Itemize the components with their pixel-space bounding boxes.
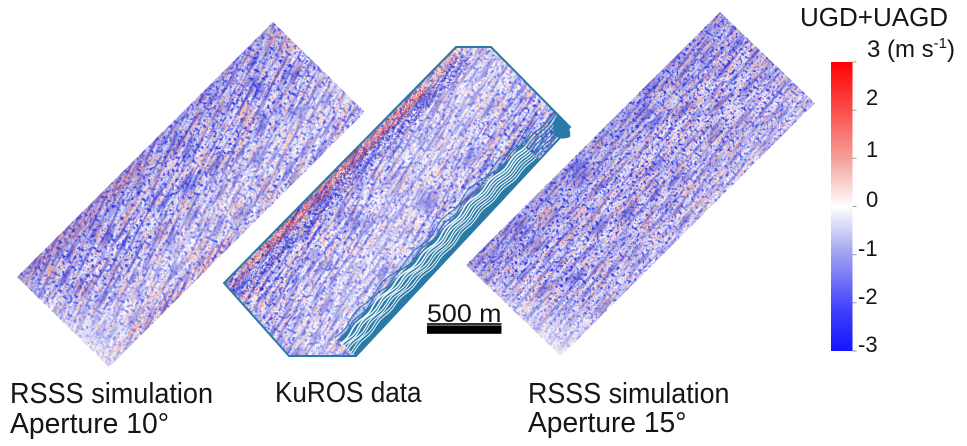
- svg-text:-1: -1: [858, 236, 878, 261]
- svg-text:RSSS simulation: RSSS simulation: [10, 378, 213, 410]
- svg-text:UGD+UAGD: UGD+UAGD: [800, 2, 948, 32]
- svg-text:Aperture 10°: Aperture 10°: [10, 408, 169, 440]
- svg-text:-2: -2: [858, 284, 878, 309]
- svg-text:2: 2: [866, 85, 878, 110]
- svg-text:0: 0: [866, 187, 878, 212]
- svg-text:RSSS simulation: RSSS simulation: [528, 378, 730, 410]
- svg-text:1: 1: [866, 137, 878, 162]
- svg-text:KuROS data: KuROS data: [275, 377, 422, 409]
- svg-text:Aperture 15°: Aperture 15°: [528, 407, 687, 439]
- svg-text:-3: -3: [858, 332, 878, 357]
